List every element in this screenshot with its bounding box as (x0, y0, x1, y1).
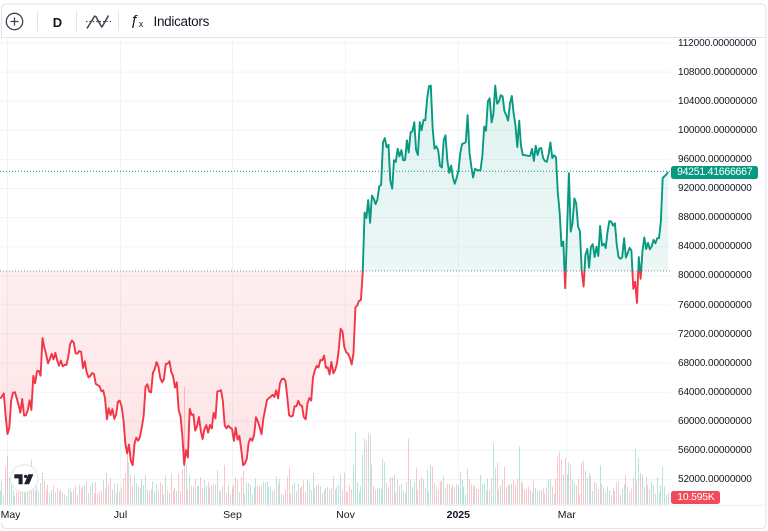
svg-text:ƒ: ƒ (130, 11, 138, 28)
svg-text:x: x (139, 18, 144, 28)
